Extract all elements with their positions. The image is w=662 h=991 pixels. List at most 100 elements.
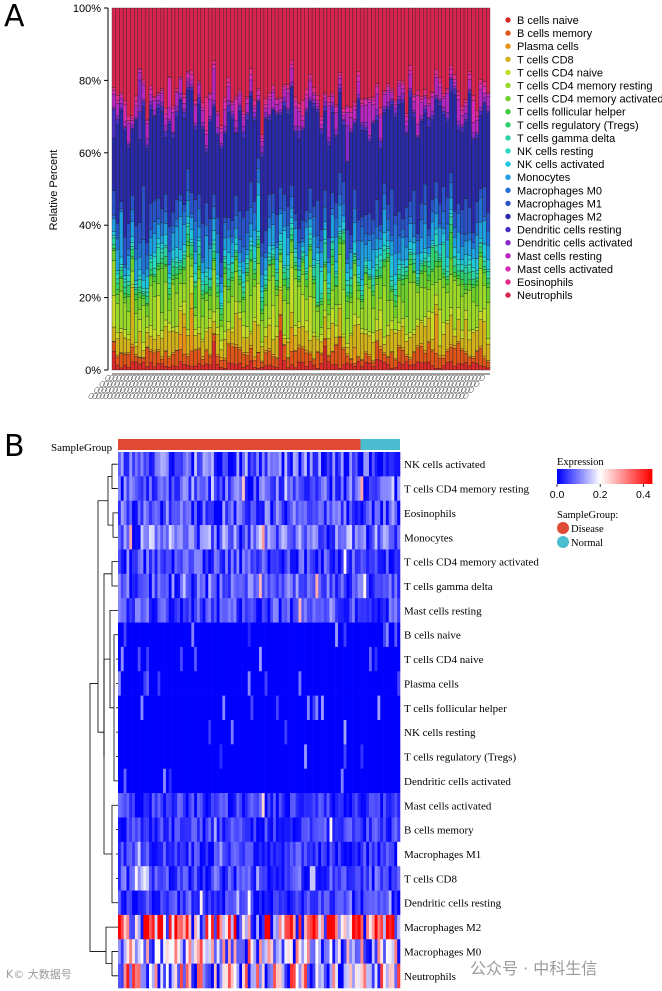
heatmap-cell (188, 890, 192, 916)
heatmap-cell (295, 476, 299, 502)
heatmap-cell (165, 452, 170, 477)
heatmap-cell (284, 841, 288, 867)
heatmap-cell (149, 720, 153, 745)
heatmap-cell (315, 525, 319, 550)
heatmap-cell (394, 622, 398, 648)
heatmap-cell (177, 622, 181, 648)
heatmap-cell (259, 476, 263, 502)
heatmap-cell (371, 768, 375, 794)
heatmap-cell (191, 963, 195, 989)
heatmap-cell (253, 841, 257, 867)
heatmap-cell (222, 963, 226, 989)
heatmap-cell (244, 793, 249, 818)
heatmap-cell (337, 768, 342, 794)
heatmap-cell (312, 890, 316, 916)
heatmap-cell (129, 720, 133, 745)
heatmap-cell (137, 452, 141, 477)
heatmap-cell (281, 793, 285, 818)
heatmap-cell (371, 720, 375, 745)
heatmap-cell (301, 695, 305, 721)
heatmap-cell (264, 598, 268, 623)
heatmap-cell (250, 866, 254, 891)
heatmap-cell (295, 744, 299, 770)
heatmap-cell (177, 866, 181, 891)
heatmap-cell (160, 671, 164, 696)
heatmap-cell (385, 914, 390, 940)
heatmap-cell (284, 476, 288, 502)
heatmap-cell (242, 622, 246, 648)
heatmap-cell (377, 720, 381, 745)
stacked-bar (271, 7, 276, 371)
heatmap-cell (318, 866, 322, 891)
heatmap-cell (332, 646, 336, 672)
heatmap-cell (326, 500, 330, 526)
heatmap-cell (151, 914, 155, 940)
heatmap-cell (343, 671, 347, 696)
heatmap-cell (244, 525, 249, 550)
heatmap-cell (211, 841, 215, 867)
heatmap-cell (143, 768, 147, 794)
heatmap-cell (275, 671, 280, 696)
heatmap-cell (163, 476, 167, 502)
heatmap-cell (230, 622, 234, 648)
heatmap-cell (247, 939, 251, 964)
heatmap-cell (335, 890, 339, 916)
heatmap-cell (321, 622, 325, 648)
heatmap-cell (287, 452, 291, 477)
heatmap-cell (191, 817, 195, 843)
heatmap-cell (250, 768, 254, 794)
heatmap-cell (191, 646, 195, 672)
heatmap-cell (227, 525, 232, 550)
heatmap-cell (216, 914, 220, 940)
heatmap-cell (360, 671, 364, 696)
heatmap-cell (256, 963, 260, 989)
heatmap-cell (208, 793, 212, 818)
heatmap-cell (227, 622, 232, 648)
heatmap-cell (346, 866, 350, 891)
heatmap-cell (374, 671, 378, 696)
heatmap-cell (165, 866, 170, 891)
heatmap-cell (295, 452, 299, 477)
heatmap-cell (397, 646, 401, 672)
heatmap-cell (199, 817, 203, 843)
heatmap-cell (385, 768, 390, 794)
heatmap-cell (230, 866, 234, 891)
heatmap-cell (143, 695, 147, 721)
heatmap-cell (134, 744, 139, 770)
heatmap-cell (247, 866, 251, 891)
heatmap-cell (290, 939, 294, 964)
heatmap-cell (191, 744, 195, 770)
heatmap-cell (273, 744, 277, 770)
heatmap-cell (318, 646, 322, 672)
heatmap-cell (191, 866, 195, 891)
stacked-bar (163, 7, 168, 371)
heatmap-cell (374, 939, 378, 964)
heatmap-cell (154, 476, 158, 502)
heatmap-cell (242, 452, 246, 477)
heatmap-cell (211, 525, 215, 550)
heatmap-cell (352, 646, 356, 672)
heatmap-cell (160, 549, 164, 575)
heatmap-cell (185, 500, 189, 526)
heatmap-cell (321, 549, 325, 575)
heatmap-cell (318, 622, 322, 648)
heatmap-cell (366, 744, 370, 770)
heatmap-cell (140, 598, 144, 623)
heatmap-cell (208, 890, 212, 916)
heatmap-cell (273, 671, 277, 696)
heatmap-cell (177, 890, 181, 916)
heatmap-cell (222, 793, 226, 818)
heatmap-cell (123, 500, 127, 526)
heatmap-cell (225, 525, 229, 550)
heatmap-cell (312, 768, 316, 794)
heatmap-cell (143, 573, 147, 599)
heatmap-cell (309, 866, 313, 891)
heatmap-cell (199, 671, 203, 696)
heatmap-cell (168, 890, 172, 916)
heatmap-cell (385, 646, 390, 672)
heatmap-cell (284, 720, 288, 745)
heatmap-cell (278, 500, 282, 526)
heatmap-cell (230, 695, 234, 721)
heatmap-cell (134, 841, 139, 867)
stacked-bar (174, 7, 179, 371)
